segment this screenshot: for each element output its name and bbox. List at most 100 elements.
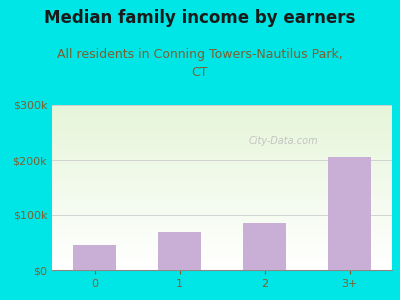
Bar	[52, 157, 392, 158]
Bar	[52, 196, 392, 197]
Bar	[158, 232, 201, 270]
Bar	[328, 157, 371, 270]
Bar	[52, 191, 392, 192]
Bar	[52, 132, 392, 133]
Bar	[52, 214, 392, 215]
Bar	[52, 189, 392, 190]
Bar	[52, 264, 392, 265]
Bar	[52, 131, 392, 132]
Text: City-Data.com: City-Data.com	[248, 136, 318, 146]
Bar	[52, 110, 392, 111]
Bar	[52, 209, 392, 210]
Bar	[52, 187, 392, 188]
Bar	[52, 166, 392, 167]
Bar	[52, 253, 392, 254]
Bar	[52, 158, 392, 159]
Bar	[52, 204, 392, 205]
Bar	[243, 223, 286, 270]
Bar	[52, 241, 392, 242]
Bar	[52, 156, 392, 157]
Bar	[52, 223, 392, 224]
Bar	[52, 146, 392, 147]
Bar	[52, 152, 392, 153]
Bar	[52, 260, 392, 261]
Bar	[52, 126, 392, 127]
Bar	[52, 151, 392, 152]
Bar	[52, 259, 392, 260]
Bar	[52, 140, 392, 141]
Bar	[52, 124, 392, 125]
Bar	[52, 251, 392, 252]
Bar	[52, 135, 392, 136]
Bar	[52, 239, 392, 240]
Bar	[52, 136, 392, 137]
Bar	[52, 167, 392, 168]
Bar	[52, 221, 392, 222]
Bar	[52, 206, 392, 207]
Bar	[52, 202, 392, 203]
Bar	[52, 107, 392, 108]
Bar	[52, 139, 392, 140]
Bar	[52, 213, 392, 214]
Bar	[52, 113, 392, 114]
Bar	[52, 250, 392, 251]
Bar	[52, 207, 392, 208]
Bar	[52, 203, 392, 204]
Bar	[52, 164, 392, 165]
Bar	[52, 185, 392, 186]
Bar	[52, 108, 392, 109]
Bar	[52, 236, 392, 237]
Bar	[52, 247, 392, 248]
Bar	[52, 227, 392, 228]
Bar	[52, 160, 392, 161]
Bar	[52, 138, 392, 139]
Bar	[52, 165, 392, 166]
Bar	[52, 261, 392, 262]
Bar	[52, 194, 392, 195]
Bar	[52, 184, 392, 185]
Bar	[52, 212, 392, 213]
Bar	[52, 180, 392, 181]
Bar	[52, 186, 392, 187]
Bar	[52, 258, 392, 259]
Bar	[52, 182, 392, 183]
Bar	[52, 119, 392, 120]
Bar	[52, 229, 392, 230]
Text: All residents in Conning Towers-Nautilus Park,
CT: All residents in Conning Towers-Nautilus…	[57, 48, 343, 79]
Bar	[52, 171, 392, 172]
Bar	[52, 263, 392, 264]
Bar	[52, 220, 392, 221]
Bar	[52, 109, 392, 110]
Bar	[52, 258, 392, 259]
Bar	[52, 197, 392, 198]
Bar	[52, 201, 392, 202]
Bar	[52, 232, 392, 233]
Bar	[52, 265, 392, 266]
Bar	[52, 208, 392, 209]
Bar	[52, 121, 392, 122]
Bar	[52, 230, 392, 231]
Bar	[52, 240, 392, 241]
Bar	[52, 128, 392, 129]
Bar	[52, 198, 392, 199]
Bar	[52, 159, 392, 160]
Bar	[52, 245, 392, 246]
Bar	[52, 262, 392, 263]
Bar	[52, 161, 392, 162]
Bar	[52, 226, 392, 227]
Bar	[52, 111, 392, 112]
Bar	[52, 218, 392, 219]
Bar	[52, 179, 392, 180]
Bar	[52, 193, 392, 194]
Bar	[52, 142, 392, 143]
Bar	[52, 137, 392, 138]
Bar	[52, 211, 392, 212]
Bar	[52, 112, 392, 113]
Bar	[52, 257, 392, 258]
Bar	[52, 145, 392, 146]
Bar	[52, 169, 392, 170]
Bar	[52, 268, 392, 269]
Bar	[52, 237, 392, 238]
Bar	[52, 172, 392, 173]
Bar	[52, 219, 392, 220]
